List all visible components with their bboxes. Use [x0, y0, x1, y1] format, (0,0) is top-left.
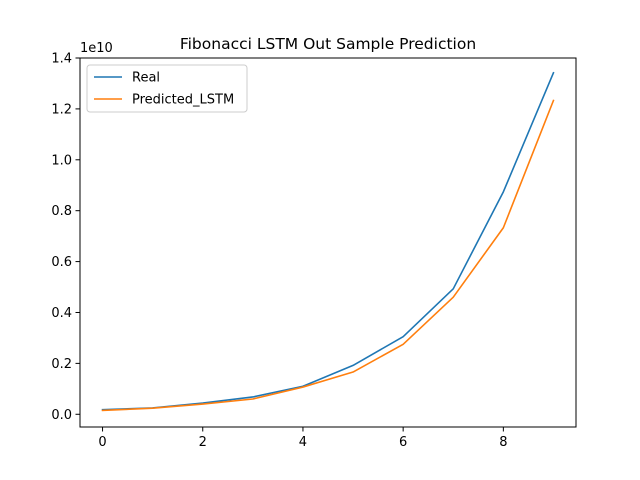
legend-label: Real: [132, 71, 160, 86]
chart-title: Fibonacci LSTM Out Sample Prediction: [180, 35, 476, 53]
y-tick-label: 0.0: [51, 408, 72, 423]
x-tick-label: 2: [199, 435, 207, 450]
x-tick-label: 8: [499, 435, 507, 450]
y-tick-label: 1.0: [51, 153, 72, 168]
y-axis-ticks: 0.0 0.2 0.4 0.6 0.8 1.0 1.2 1.4: [51, 52, 80, 423]
y-tick-label: 0.4: [51, 306, 72, 321]
y-axis-offset-label: 1e10: [80, 41, 113, 56]
x-tick-label: 0: [98, 435, 106, 450]
axes-frame: [79, 57, 577, 428]
legend: Real Predicted_LSTM: [86, 64, 248, 113]
y-tick-label: 0.6: [51, 255, 72, 270]
y-tick-label: 1.4: [51, 52, 72, 67]
x-tick-label: 4: [299, 435, 307, 450]
y-tick-label: 1.2: [51, 102, 72, 117]
y-tick-label: 0.2: [51, 357, 72, 372]
y-tick-label: 0.8: [51, 204, 72, 219]
legend-label: Predicted_LSTM: [132, 93, 234, 108]
legend-box: [86, 64, 248, 113]
x-tick-label: 6: [399, 435, 407, 450]
series-line-predicted-lstm: [101, 99, 555, 412]
series-layer: [101, 71, 555, 412]
x-axis-ticks: 0 2 4 6 8: [98, 427, 507, 450]
